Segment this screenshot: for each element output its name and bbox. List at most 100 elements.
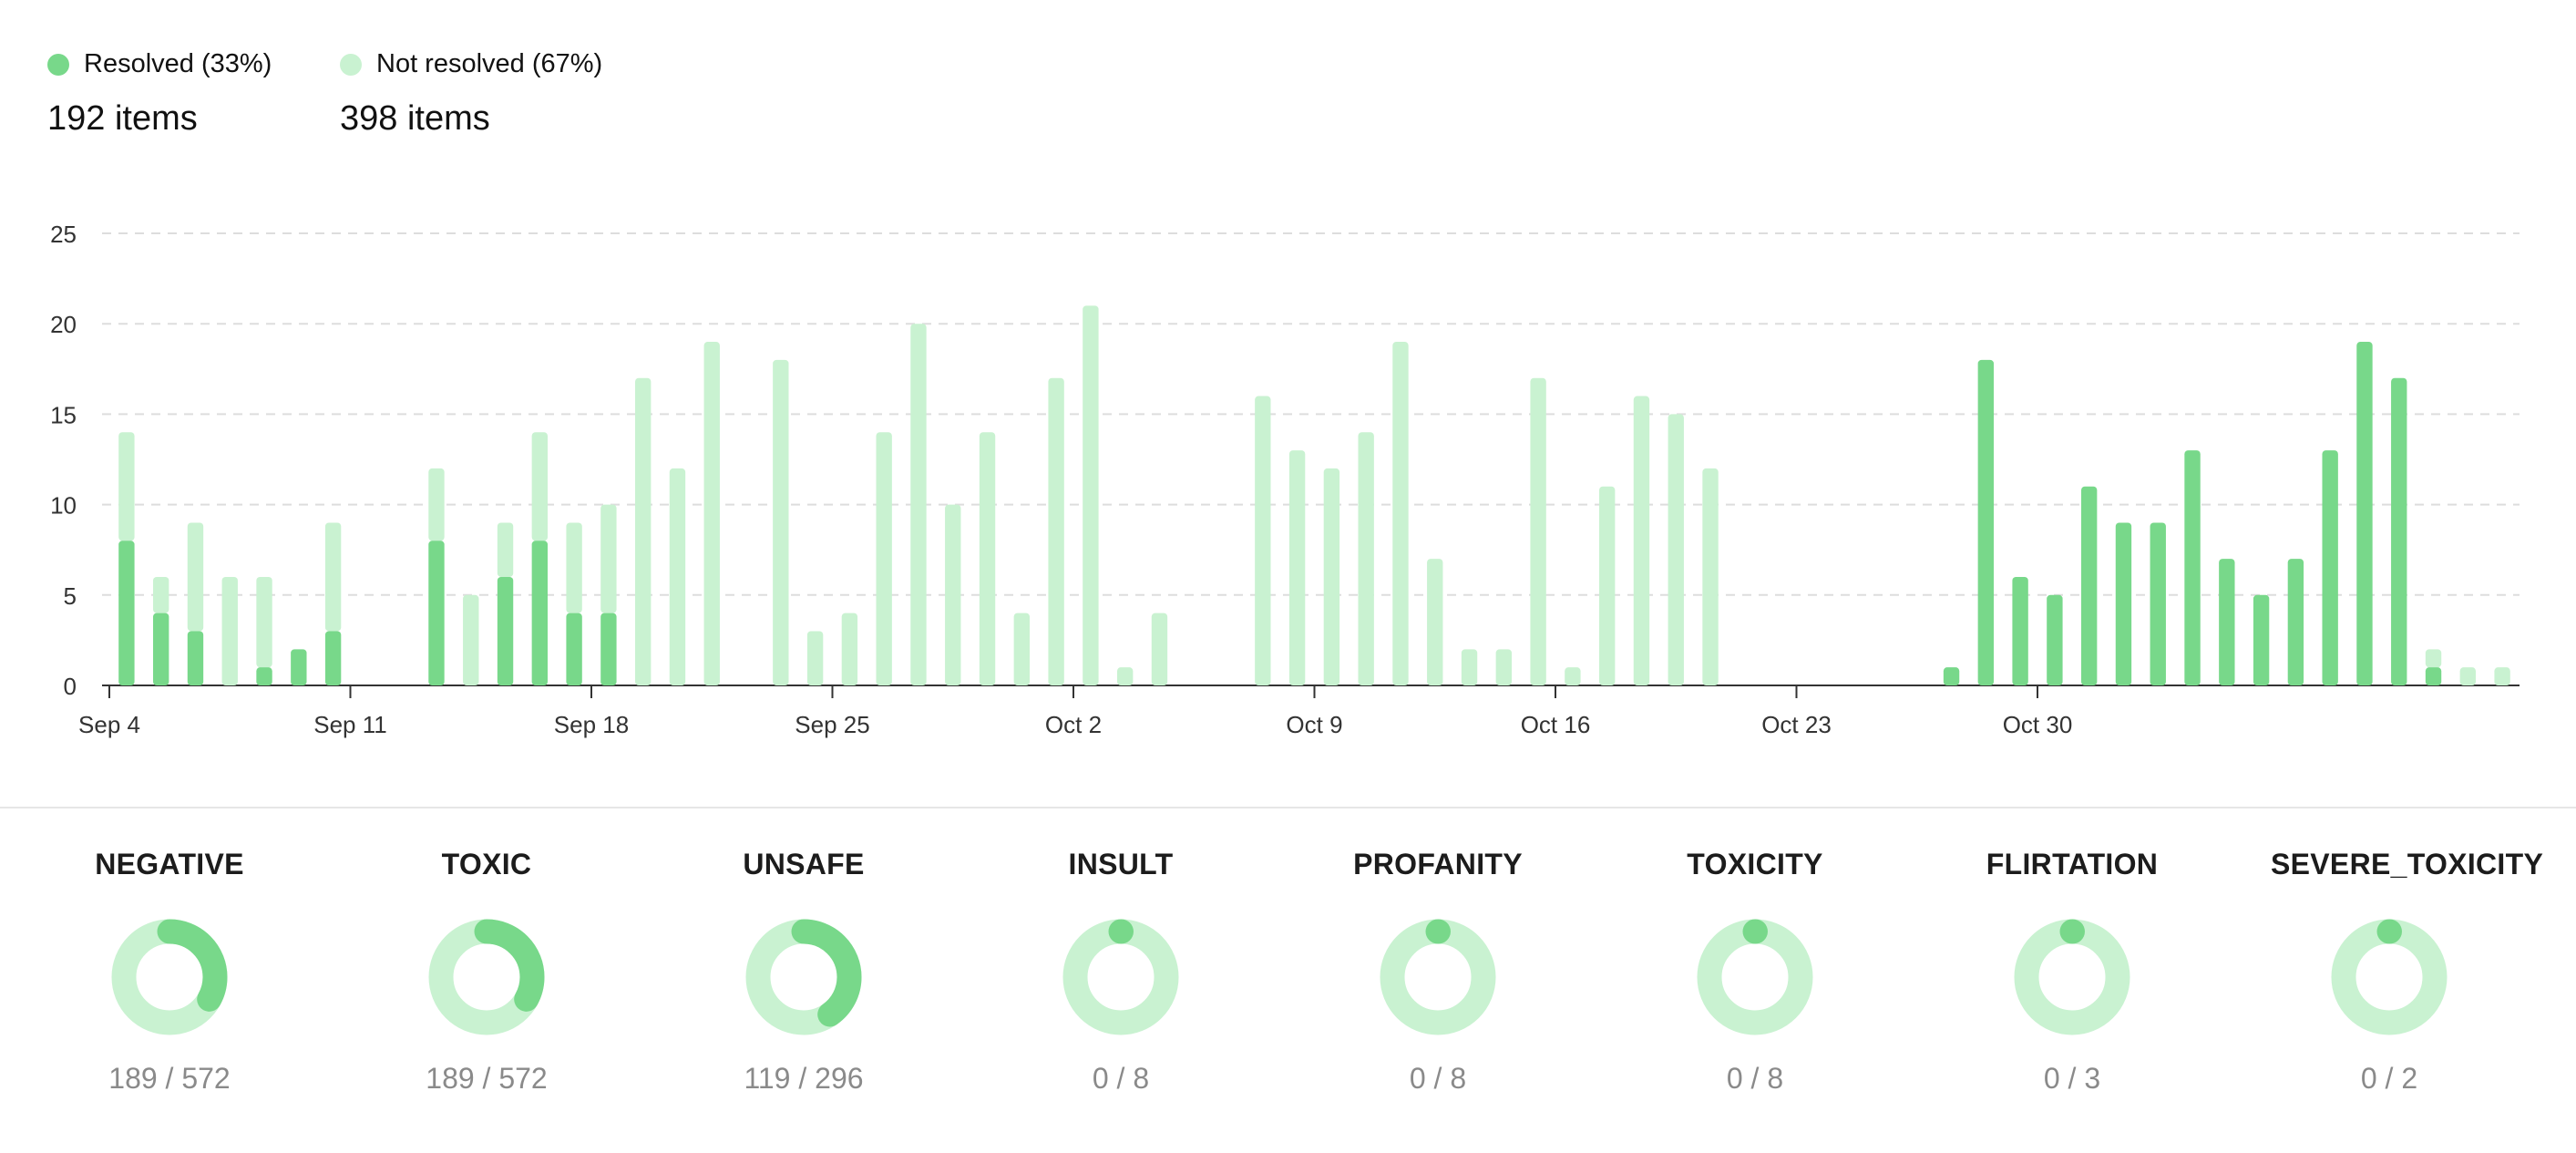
bar-not-resolved <box>1358 432 1374 685</box>
bar-resolved <box>497 576 514 685</box>
bar-resolved <box>2184 450 2201 685</box>
x-tick-label: Oct 23 <box>1761 711 1832 738</box>
x-tick-label: Oct 30 <box>2003 711 2073 738</box>
stacked-bar-chart: 0 5 10 15 20 25 Sep 4 Sep 11 Sep 18 Sep 25 Oct 2 Oc… <box>50 221 2520 738</box>
bar-resolved <box>152 613 169 685</box>
donut-chart <box>1697 919 1813 1035</box>
bar-not-resolved <box>1702 468 1719 685</box>
bar-not-resolved <box>1565 667 1581 685</box>
category-ratio: 189 / 572 <box>426 1062 548 1095</box>
bar-resolved <box>531 540 549 685</box>
bar-not-resolved <box>945 504 961 685</box>
bar-not-resolved <box>1013 613 1031 685</box>
bar-not-resolved <box>566 522 582 613</box>
category-card: SEVERE_TOXICITY 0 / 2 <box>2271 848 2543 1096</box>
x-tick-label: Sep 25 <box>795 711 869 738</box>
category-card: TOXICITY 0 / 8 <box>1637 848 1873 1096</box>
category-name: TOXICITY <box>1687 848 1823 880</box>
bar-resolved <box>566 613 582 685</box>
bar-resolved <box>324 631 342 685</box>
donut-resolved-arc <box>1380 919 1496 1035</box>
category-name: TOXIC <box>441 848 532 880</box>
donut-chart <box>2014 919 2130 1035</box>
y-tick-label: 5 <box>64 582 77 610</box>
x-tick-label: Oct 16 <box>1521 711 1591 738</box>
bar-not-resolved <box>187 522 204 632</box>
y-tick-label: 20 <box>50 311 77 338</box>
bar-not-resolved <box>910 324 927 685</box>
donut-chart <box>1380 919 1496 1035</box>
resolved-dot-icon <box>47 53 69 76</box>
donut-resolved-arc <box>428 919 545 1035</box>
bar-resolved <box>118 540 135 685</box>
bar-not-resolved <box>256 576 272 668</box>
donut-track <box>1062 919 1179 1035</box>
category-ratio: 0 / 2 <box>2360 1062 2418 1095</box>
bar-not-resolved <box>841 613 858 685</box>
bar-resolved <box>256 667 272 685</box>
bar-not-resolved <box>2425 649 2442 668</box>
donut-chart <box>428 919 545 1035</box>
not-resolved-dot-icon <box>340 53 362 76</box>
bar-resolved <box>2425 667 2442 685</box>
bar-not-resolved <box>324 522 342 632</box>
bar-resolved <box>2253 594 2270 685</box>
bar-not-resolved <box>531 432 549 541</box>
donut-chart <box>111 919 228 1035</box>
x-tick-label: Sep 4 <box>78 711 140 738</box>
x-tick-label: Oct 2 <box>1045 711 1102 738</box>
category-ratio: 189 / 572 <box>108 1062 231 1095</box>
donut-track <box>2331 919 2448 1035</box>
bar-not-resolved <box>1461 649 1478 685</box>
bar-resolved <box>2150 522 2166 685</box>
bar-resolved <box>2047 594 2063 685</box>
donut-track <box>1380 919 1496 1035</box>
category-name: FLIRTATION <box>1986 848 2159 880</box>
category-card: UNSAFE 119 / 296 <box>685 848 922 1096</box>
category-ratio: 0 / 8 <box>1726 1062 1784 1095</box>
y-tick-label: 0 <box>64 673 77 700</box>
bar-resolved <box>428 540 445 685</box>
legend-not-resolved-label: Not resolved (67%) <box>376 49 603 78</box>
legend-resolved-label: Resolved (33%) <box>84 49 272 78</box>
category-ratio: 0 / 3 <box>2043 1062 2101 1095</box>
category-ratio: 119 / 296 <box>744 1062 864 1095</box>
section-divider <box>0 807 2576 808</box>
bar-not-resolved <box>1151 613 1168 685</box>
bar-not-resolved <box>1633 396 1650 685</box>
x-tick-label: Oct 9 <box>1286 711 1342 738</box>
category-name: INSULT <box>1068 848 1174 880</box>
bar-not-resolved <box>806 631 824 685</box>
donut-chart <box>2331 919 2448 1035</box>
donut-resolved-arc <box>2331 919 2448 1035</box>
bar-resolved <box>187 631 204 685</box>
donut-resolved-arc <box>2014 919 2130 1035</box>
bar-not-resolved <box>1530 377 1546 685</box>
bar-resolved <box>2322 450 2338 685</box>
bar-not-resolved <box>876 432 892 685</box>
bar-resolved <box>2080 486 2098 685</box>
bar-resolved <box>2391 377 2407 685</box>
bar-not-resolved <box>1255 396 1271 685</box>
bar-not-resolved <box>600 504 617 613</box>
bar-not-resolved <box>152 576 169 613</box>
donut-resolved-arc <box>1697 919 1813 1035</box>
donut-resolved-arc <box>1062 919 1179 1035</box>
bar-not-resolved <box>463 594 479 685</box>
bar-not-resolved <box>1427 559 1443 685</box>
bar-resolved <box>2219 559 2235 685</box>
bar-resolved <box>600 613 617 685</box>
bar-resolved <box>1977 359 1995 685</box>
bar-resolved <box>291 649 307 685</box>
bar-not-resolved <box>1323 468 1340 685</box>
category-ratio: 0 / 8 <box>1092 1062 1150 1095</box>
donut-resolved-arc <box>745 919 862 1035</box>
category-card: NEGATIVE 189 / 572 <box>51 848 288 1096</box>
category-ratio: 0 / 8 <box>1409 1062 1467 1095</box>
legend-not-resolved: Not resolved (67%) 398 items <box>340 49 602 139</box>
bar-not-resolved <box>979 432 996 685</box>
bar-not-resolved <box>1048 377 1064 685</box>
category-card: PROFANITY 0 / 8 <box>1319 848 1556 1096</box>
x-tick-label: Sep 18 <box>554 711 629 738</box>
donut-track <box>2014 919 2130 1035</box>
